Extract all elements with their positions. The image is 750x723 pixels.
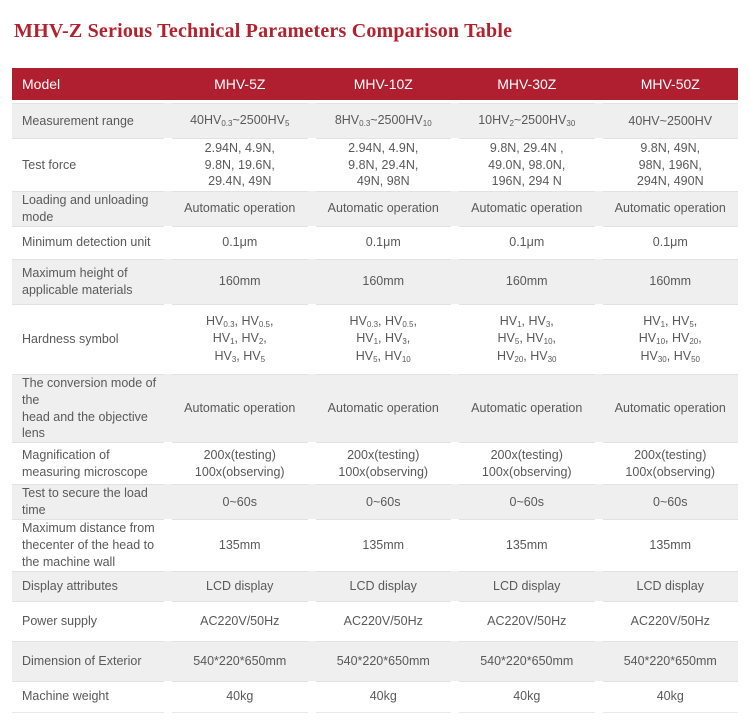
- table-body: Measurement range 40HV0.3~2500HV5 8HV0.3~2…: [12, 103, 738, 713]
- value-cell: 540*220*650mm: [602, 640, 738, 681]
- value-cell: 135mm: [315, 519, 451, 571]
- table-row: Magnification of measuring microscope 200…: [12, 442, 738, 484]
- value-cell: 0~60s: [602, 484, 738, 519]
- row-label: Minimum detection unit: [12, 225, 164, 259]
- value-cell: 200x(testing) 100x(observing): [172, 442, 308, 484]
- row-label: Power supply: [12, 600, 164, 641]
- value-cell: Automatic operation: [172, 373, 308, 443]
- row-label: Hardness symbol: [12, 303, 164, 374]
- column-header-mhv-5z: MHV-5Z: [214, 75, 266, 92]
- table-row: Minimum detection unit 0.1μm 0.1μm 0.1μm 0.1…: [12, 225, 738, 259]
- value-cell: 0~60s: [315, 484, 451, 519]
- value-cell: 0~60s: [172, 484, 308, 519]
- value-cell: 0.1μm: [602, 225, 738, 259]
- value-cell: 40kg: [602, 680, 738, 713]
- table-row: Maximum height of applicable materials 16…: [12, 258, 738, 304]
- value-cell: 9.8N, 49N, 98N, 196N, 294N, 490N: [602, 138, 738, 191]
- value-cell: Automatic operation: [602, 191, 738, 226]
- value-cell: AC220V/50Hz: [459, 600, 595, 641]
- row-label: Loading and unloading mode: [12, 191, 164, 226]
- value-cell: AC220V/50Hz: [172, 600, 308, 641]
- table-row: The conversion mode of the head and the …: [12, 373, 738, 443]
- value-cell: AC220V/50Hz: [602, 600, 738, 641]
- value-cell: 0.1μm: [315, 225, 451, 259]
- column-header-mhv-50z: MHV-50Z: [640, 75, 700, 92]
- value-cell: 40HV~2500HV: [602, 103, 738, 138]
- value-cell: HV1, HV5, HV10, HV20, HV30, HV50: [602, 303, 738, 374]
- value-cell: 135mm: [602, 519, 738, 571]
- value-cell: LCD display: [602, 570, 738, 601]
- value-cell: 200x(testing) 100x(observing): [602, 442, 738, 484]
- table-row: Loading and unloading mode Automatic oper…: [12, 191, 738, 226]
- value-cell: AC220V/50Hz: [315, 600, 451, 641]
- value-cell: 0.1μm: [459, 225, 595, 259]
- row-label: The conversion mode of the head and the …: [12, 373, 164, 443]
- value-cell: Automatic operation: [602, 373, 738, 443]
- comparison-table: Model MHV-5Z MHV-10Z MHV-30Z MHV-50Z Mea…: [12, 68, 738, 713]
- value-cell: 2.94N, 4.9N, 9.8N, 19.6N, 29.4N, 49N: [172, 138, 308, 191]
- column-header-mhv-10z: MHV-10Z: [353, 75, 413, 92]
- value-cell: 40kg: [315, 680, 451, 713]
- value-cell: 540*220*650mm: [459, 640, 595, 681]
- value-cell: LCD display: [459, 570, 595, 601]
- row-label: Maximum height of applicable materials: [12, 258, 164, 304]
- value-cell: Automatic operation: [315, 191, 451, 226]
- table-row: Power supply AC220V/50Hz AC220V/50Hz AC220V…: [12, 600, 738, 641]
- value-cell: 0.1μm: [172, 225, 308, 259]
- column-header-model: Model: [22, 75, 61, 92]
- value-cell: 540*220*650mm: [315, 640, 451, 681]
- row-label: Magnification of measuring microscope: [12, 442, 164, 484]
- value-cell: HV0.3, HV0.5, HV1, HV2, HV3, HV5: [172, 303, 308, 374]
- value-cell: 540*220*650mm: [172, 640, 308, 681]
- table-row: Dimension of Exterior 540*220*650mm 540*22…: [12, 640, 738, 681]
- value-cell: 9.8N, 29.4N , 49.0N, 98.0N, 196N, 294 N: [459, 138, 595, 191]
- row-label: Maximum distance from thecenter of the h…: [12, 519, 164, 571]
- value-cell: Automatic operation: [172, 191, 308, 226]
- value-cell: 0~60s: [459, 484, 595, 519]
- value-cell: 160mm: [172, 258, 308, 304]
- table-row: Measurement range 40HV0.3~2500HV5 8HV0.3~2…: [12, 103, 738, 138]
- value-cell: 160mm: [602, 258, 738, 304]
- value-cell: 160mm: [315, 258, 451, 304]
- row-label: Measurement range: [12, 103, 164, 138]
- row-label: Display attributes: [12, 570, 164, 601]
- table-row: Display attributes LCD display LCD display…: [12, 570, 738, 601]
- value-cell: HV1, HV3, HV5, HV10, HV20, HV30: [459, 303, 595, 374]
- row-label: Dimension of Exterior: [12, 640, 164, 681]
- table-header-row: Model MHV-5Z MHV-10Z MHV-30Z MHV-50Z: [12, 68, 738, 100]
- page-title: MHV-Z Serious Technical Parameters Compa…: [14, 20, 513, 42]
- value-cell: 8HV0.3~2500HV10: [315, 103, 451, 138]
- value-cell: LCD display: [315, 570, 451, 601]
- value-cell: 200x(testing) 100x(observing): [459, 442, 595, 484]
- column-header-mhv-30z: MHV-30Z: [497, 75, 557, 92]
- value-cell: 135mm: [172, 519, 308, 571]
- value-cell: 160mm: [459, 258, 595, 304]
- value-cell: 40kg: [172, 680, 308, 713]
- table-row: Machine weight 40kg 40kg 40kg 40kg: [12, 680, 738, 713]
- value-cell: 200x(testing) 100x(observing): [315, 442, 451, 484]
- value-cell: LCD display: [172, 570, 308, 601]
- table-row: Test to secure the load time 0~60s 0~60s 0~…: [12, 484, 738, 519]
- row-label: Machine weight: [12, 680, 164, 713]
- table-row: Maximum distance from thecenter of the h…: [12, 519, 738, 571]
- table-row: Test force 2.94N, 4.9N, 9.8N, 19.6N, 29.4…: [12, 138, 738, 191]
- value-cell: Automatic operation: [459, 373, 595, 443]
- value-cell: 40kg: [459, 680, 595, 713]
- value-cell: HV0.3, HV0.5, HV1, HV3, HV5, HV10: [315, 303, 451, 374]
- table-row: Hardness symbol HV0.3, HV0.5, HV1, HV2, H…: [12, 303, 738, 374]
- row-label: Test force: [12, 138, 164, 191]
- value-cell: 2.94N, 4.9N, 9.8N, 29.4N, 49N, 98N: [315, 138, 451, 191]
- value-cell: 10HV2~2500HV30: [459, 103, 595, 138]
- row-label: Test to secure the load time: [12, 484, 164, 519]
- value-cell: Automatic operation: [459, 191, 595, 226]
- value-cell: Automatic operation: [315, 373, 451, 443]
- value-cell: 40HV0.3~2500HV5: [172, 103, 308, 138]
- value-cell: 135mm: [459, 519, 595, 571]
